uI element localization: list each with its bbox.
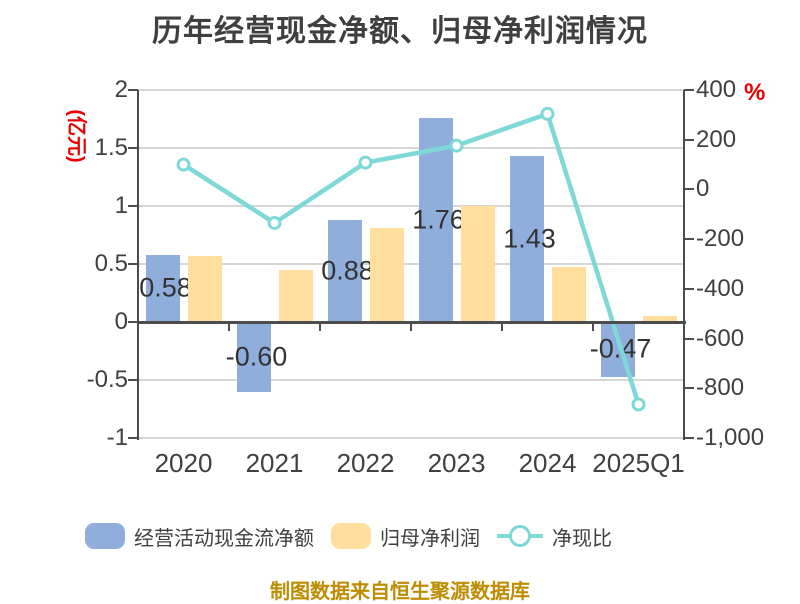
- chart-title: 历年经营现金净额、归母净利润情况: [152, 15, 648, 48]
- x-axis-zero-line: [138, 320, 686, 324]
- right-axis-tick: [684, 287, 694, 290]
- right-axis-line: [683, 90, 685, 440]
- gridline: [138, 89, 684, 91]
- x-axis-category-label: 2023: [427, 448, 486, 478]
- left-axis-line: [137, 90, 139, 440]
- x-axis-tick: [592, 322, 594, 331]
- profit-swatch-icon: [331, 523, 371, 549]
- bar-net-profit-2023: [460, 206, 495, 322]
- y-axis-left-tick-label: 2: [114, 76, 128, 103]
- bar-label-2021: -0.60: [225, 341, 288, 372]
- x-axis-category-label: 2021: [245, 448, 304, 478]
- left-axis-tick: [128, 379, 138, 381]
- bar-net-profit-2024: [551, 267, 586, 322]
- left-axis-tick: [128, 147, 138, 149]
- bar-label-2025Q1: -0.47: [589, 333, 652, 364]
- right-axis-tick: [684, 188, 694, 191]
- bar-net-profit-2021: [278, 269, 313, 322]
- y-axis-left-tick-label: -1: [106, 424, 128, 451]
- net-cash-ratio-point-2020: [176, 157, 191, 172]
- left-axis-tick: [128, 205, 138, 207]
- y-axis-left-tick-label: -0.5: [86, 366, 128, 393]
- x-axis-tick: [410, 322, 412, 331]
- bar-net-profit-2025Q1: [642, 316, 677, 322]
- y-axis-left-tick-label: 0: [114, 308, 128, 335]
- net-cash-ratio-point-2024: [540, 106, 555, 121]
- y-axis-right-tick-label: 400: [696, 76, 737, 103]
- x-axis-tick: [137, 322, 139, 331]
- gridline: [138, 205, 684, 207]
- right-axis-tick: [684, 337, 694, 340]
- net-cash-ratio-point-2022: [358, 155, 373, 170]
- bar-label-2024: 1.43: [503, 223, 556, 254]
- bar-operating-cashflow-2020: [145, 254, 180, 322]
- y-axis-right-tick-label: -200: [696, 225, 745, 253]
- x-axis-category-label: 2024: [518, 448, 577, 478]
- x-axis-tick: [319, 322, 321, 331]
- data-source-note: 制图数据来自恒生聚源数据库: [270, 581, 530, 603]
- bar-net-profit-2020: [187, 255, 222, 322]
- y-axis-left-tick-label: 0.5: [94, 250, 128, 277]
- y-axis-right-tick-label: -400: [696, 274, 745, 302]
- line-marker-icon: [497, 524, 543, 548]
- left-axis-tick: [128, 321, 138, 323]
- x-axis-category-label: 2022: [336, 448, 395, 478]
- bar-label-2022: 0.88: [321, 255, 374, 286]
- y-axis-right-tick-label: 0: [696, 175, 710, 203]
- gridline: [138, 437, 684, 439]
- left-axis-tick: [128, 89, 138, 91]
- legend: 经营活动现金流净额 归母净利润 净现比: [85, 521, 612, 551]
- legend-label-profit: 归母净利润: [380, 527, 480, 550]
- right-axis-tick: [684, 89, 694, 91]
- legend-label-ratio: 净现比: [552, 527, 612, 550]
- y-axis-right-tick-label: 200: [696, 125, 737, 153]
- right-axis-tick: [684, 437, 694, 439]
- bar-label-2020: 0.58: [139, 272, 192, 303]
- legend-label-cashflow: 经营活动现金流净额: [134, 527, 314, 550]
- bar-net-profit-2022: [369, 228, 404, 322]
- right-axis-tick: [684, 387, 694, 390]
- net-cash-ratio-point-2025Q1: [631, 397, 646, 412]
- left-axis-tick: [128, 437, 138, 439]
- x-axis-tick: [683, 322, 685, 331]
- x-axis-category-label: 2025Q1: [592, 448, 685, 478]
- y-axis-left-tick-label: 1: [114, 192, 128, 219]
- net-cash-ratio-point-2023: [449, 138, 464, 153]
- right-axis-tick: [684, 238, 694, 241]
- bar-label-2023: 1.76: [412, 204, 465, 235]
- gridline: [138, 379, 684, 381]
- x-axis-tick: [228, 322, 230, 331]
- cashflow-swatch-icon: [85, 523, 125, 549]
- right-axis-tick: [684, 138, 694, 141]
- legend-item-ratio: 净现比: [497, 522, 612, 551]
- legend-item-cashflow: 经营活动现金流净额: [85, 522, 314, 551]
- left-axis-tick: [128, 263, 138, 265]
- y-axis-left-tick-label: 1.5: [94, 134, 128, 161]
- net-cash-ratio-point-2021: [267, 215, 282, 230]
- x-axis-tick: [501, 322, 503, 331]
- y-axis-right-tick-label: -600: [696, 324, 745, 352]
- legend-item-profit: 归母净利润: [331, 522, 480, 551]
- y-axis-right-tick-label: -1,000: [696, 424, 765, 451]
- gridline: [138, 147, 684, 149]
- y-axis-right-tick-label: -800: [696, 374, 745, 402]
- x-axis-category-label: 2020: [154, 448, 213, 478]
- right-axis-unit-label: %: [744, 79, 766, 106]
